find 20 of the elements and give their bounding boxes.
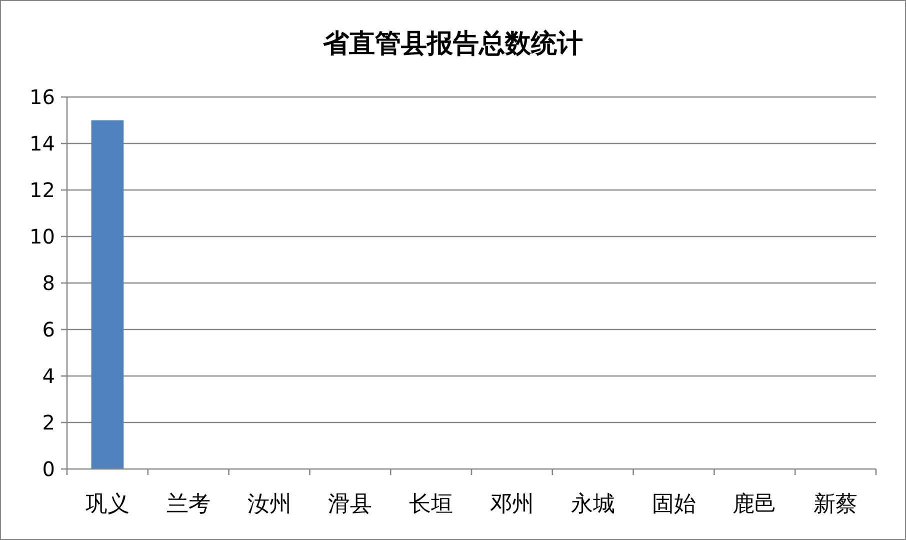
x-tick-label: 汝州 (247, 492, 292, 517)
x-tick-label: 永城 (570, 492, 615, 517)
x-tick-label: 新蔡 (814, 492, 858, 517)
y-tick-label: 10 (30, 224, 55, 248)
y-tick-label: 8 (42, 271, 55, 295)
y-tick-label: 2 (42, 410, 55, 434)
chart-title: 省直管县报告总数统计 (322, 29, 583, 59)
x-tick-label: 鹿邑 (732, 492, 777, 517)
y-tick-label: 0 (42, 457, 55, 481)
x-tick-label: 巩义 (85, 492, 130, 517)
x-tick-label: 固始 (652, 492, 696, 517)
x-tick-label: 邓州 (490, 492, 534, 517)
y-tick-label: 14 (30, 132, 55, 156)
y-tick-label: 4 (42, 364, 55, 388)
y-tick-label: 6 (42, 318, 55, 342)
y-tick-label: 12 (30, 178, 55, 202)
x-tick-label: 兰考 (166, 492, 210, 517)
x-tick-label: 滑县 (328, 492, 372, 517)
y-tick-label: 16 (30, 85, 55, 109)
x-tick-label: 长垣 (409, 492, 454, 517)
